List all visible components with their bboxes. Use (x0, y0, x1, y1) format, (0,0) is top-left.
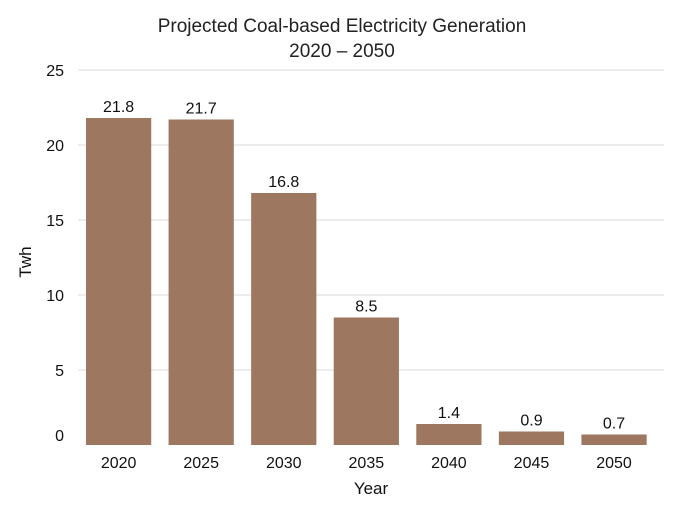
x-tick-label-2050: 2050 (596, 455, 632, 472)
y-axis-ticks: 0 5 10 15 20 25 (46, 63, 64, 445)
chart-title: Projected Coal-based Electricity Generat… (158, 16, 527, 37)
y-tick-label: 0 (55, 428, 64, 445)
y-tick-label: 10 (46, 288, 64, 305)
data-label-2040: 1.4 (438, 405, 460, 422)
x-tick-label-2035: 2035 (349, 455, 385, 472)
y-axis-label: Twh (16, 246, 35, 277)
data-label-2045: 0.9 (520, 413, 542, 430)
data-labels: 21.8 21.7 16.8 8.5 1.4 0.9 0.7 (103, 99, 625, 433)
bar-2020 (86, 118, 152, 445)
x-tick-label-2040: 2040 (431, 455, 467, 472)
data-label-2020: 21.8 (103, 99, 134, 116)
y-tick-label: 25 (46, 63, 64, 80)
y-tick-label: 15 (46, 213, 64, 230)
x-tick-label-2020: 2020 (101, 455, 137, 472)
data-label-2025: 21.7 (186, 101, 217, 118)
bar-2045 (498, 431, 565, 445)
x-axis-label: Year (354, 479, 389, 498)
bar-2035 (333, 317, 399, 445)
data-label-2050: 0.7 (603, 416, 625, 433)
data-label-2035: 8.5 (355, 299, 377, 316)
bar-2025 (168, 119, 234, 445)
y-tick-label: 20 (46, 138, 64, 155)
bar-2040 (416, 424, 482, 445)
chart-subtitle: 2020 – 2050 (289, 41, 395, 62)
bar-2030 (251, 193, 317, 445)
x-tick-label-2030: 2030 (266, 455, 302, 472)
x-axis-ticks: 2020 2025 2030 2035 2040 2045 2050 (101, 455, 632, 472)
x-tick-label-2045: 2045 (514, 455, 550, 472)
data-label-2030: 16.8 (268, 174, 299, 191)
x-tick-label-2025: 2025 (183, 455, 219, 472)
bar-2050 (581, 434, 647, 445)
bars (86, 118, 647, 445)
y-tick-label: 5 (55, 363, 64, 380)
